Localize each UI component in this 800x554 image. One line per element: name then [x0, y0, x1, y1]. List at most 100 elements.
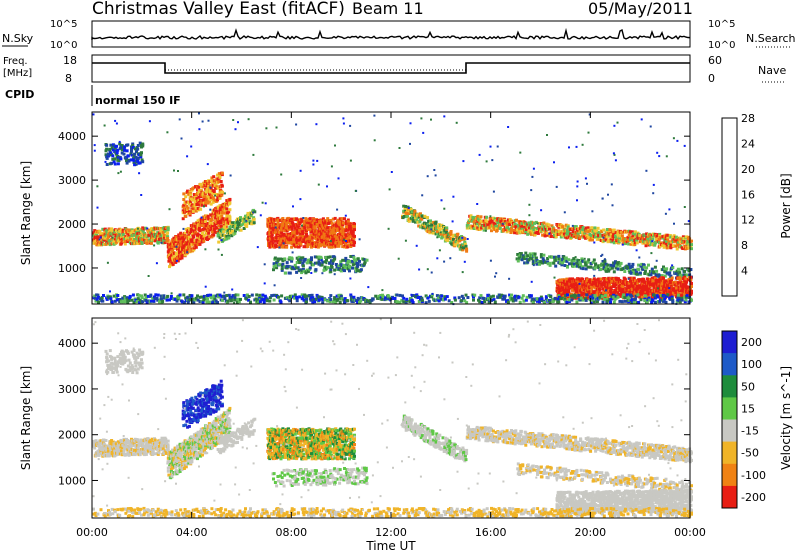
range-cell [188, 190, 192, 194]
range-cell [192, 300, 196, 304]
range-cell [301, 230, 305, 234]
range-cell [627, 281, 631, 285]
range-cell [298, 220, 302, 224]
range-cell [597, 281, 601, 285]
range-cell [653, 265, 657, 269]
range-cell [107, 235, 110, 239]
range-cell [581, 228, 585, 232]
range-cell [619, 261, 623, 265]
range-cell [660, 274, 664, 278]
range-cell [513, 231, 517, 235]
range-cell [578, 260, 582, 264]
range-cell [305, 234, 309, 238]
range-cell [607, 238, 611, 242]
range-cell [218, 196, 222, 200]
range-cell [141, 229, 145, 233]
range-cell [687, 235, 691, 239]
range-cell [289, 238, 293, 242]
range-cell [138, 239, 142, 243]
range-cell [194, 296, 198, 300]
range-cell [166, 294, 170, 298]
range-cell [421, 226, 425, 230]
range-cell [177, 296, 181, 300]
range-cell [541, 261, 545, 265]
range-cell [255, 293, 259, 297]
range-cell [442, 232, 446, 236]
range-cell [299, 242, 303, 246]
range-cell [100, 296, 104, 299]
range-cell [635, 285, 639, 289]
range-cell [490, 229, 493, 233]
range-cell [640, 295, 644, 299]
range-cell [583, 231, 587, 235]
range-cell [184, 296, 188, 300]
range-cell [229, 222, 232, 226]
range-cell [330, 245, 333, 249]
range-cell [676, 240, 680, 244]
range-cell [306, 227, 310, 231]
range-cell [105, 229, 109, 233]
range-cell [673, 293, 677, 297]
range-cell [605, 269, 609, 273]
range-cell [248, 220, 252, 223]
range-cell [680, 293, 684, 297]
range-cell [655, 289, 659, 293]
range-cell [606, 263, 610, 267]
range-cell [577, 295, 581, 299]
range-cell [516, 230, 520, 234]
range-cell [308, 219, 312, 222]
range-cell [612, 270, 616, 274]
range-cell [581, 278, 584, 281]
range-cell [446, 239, 450, 243]
range-cell [291, 221, 295, 225]
range-cell [152, 299, 156, 303]
range-cell [576, 232, 580, 236]
range-cell [220, 193, 224, 197]
range-cell [636, 282, 640, 285]
range-cell [569, 228, 573, 232]
range-cell [564, 223, 568, 227]
range-cell [458, 247, 462, 251]
range-cell [561, 257, 565, 261]
range-cell [524, 251, 528, 255]
range-cell [589, 238, 593, 242]
range-cell [212, 233, 216, 237]
range-cell [343, 217, 346, 221]
range-cell [116, 294, 120, 297]
range-cell [199, 217, 203, 221]
range-cell [240, 217, 244, 221]
range-cell [480, 220, 484, 224]
range-cell [690, 285, 693, 288]
range-cell [202, 239, 206, 243]
range-cell [129, 237, 133, 241]
range-cell [274, 243, 278, 247]
range-cell [482, 228, 486, 232]
range-cell [250, 293, 254, 297]
range-cell [95, 233, 99, 236]
range-cell [420, 214, 424, 218]
range-cell [614, 266, 618, 270]
range-cell [194, 244, 198, 248]
range-cell [676, 243, 680, 247]
range-cell [671, 281, 675, 284]
range-cell [138, 298, 142, 302]
range-cell [201, 185, 205, 189]
range-cell [524, 256, 528, 260]
range-cell [471, 215, 475, 219]
range-cell [581, 288, 584, 292]
range-cell [465, 247, 469, 251]
range-cell [516, 253, 520, 256]
range-cell [199, 207, 203, 211]
range-cell [222, 230, 226, 234]
range-cell [280, 237, 284, 241]
range-cell [310, 224, 314, 228]
range-cell [681, 235, 685, 239]
range-cell [197, 191, 201, 195]
range-cell [197, 195, 201, 199]
range-cell [143, 232, 147, 235]
range-cell [410, 210, 414, 214]
range-cell [666, 235, 670, 239]
range-cell [680, 274, 683, 278]
range-cell [563, 264, 567, 267]
range-cell [132, 300, 136, 304]
